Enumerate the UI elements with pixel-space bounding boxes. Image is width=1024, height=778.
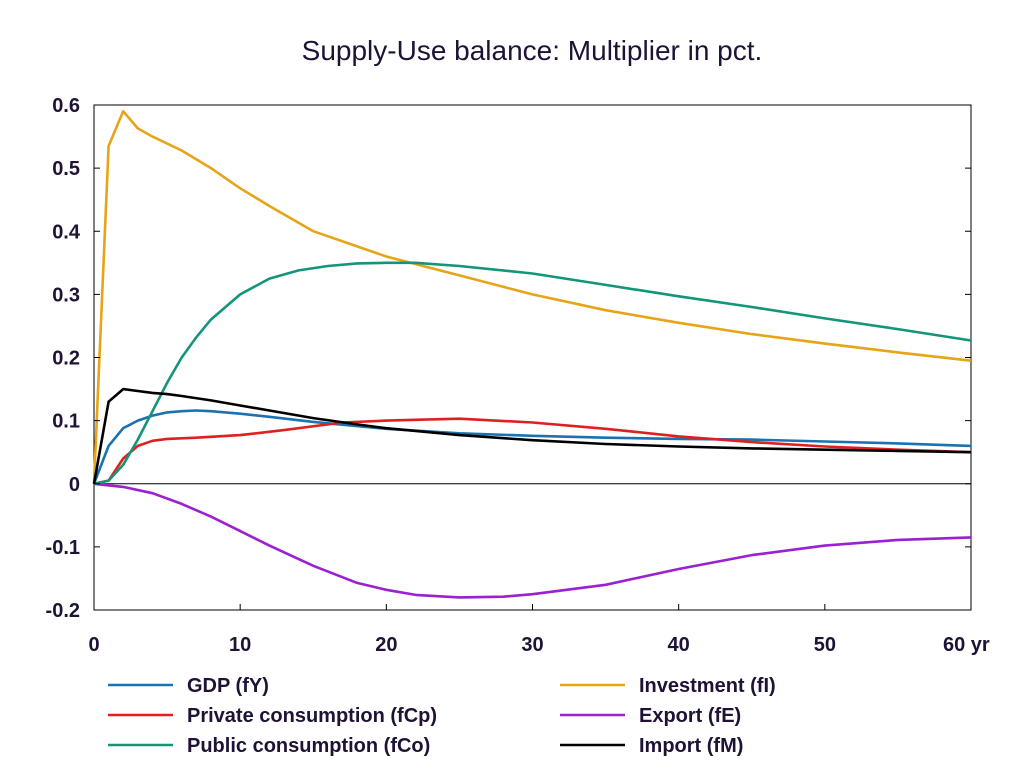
series-lines [92, 110, 972, 599]
legend-label: Private consumption (fCp) [187, 705, 437, 727]
x-tick-label: 40 [668, 634, 690, 656]
series-line-public [93, 261, 972, 486]
legend-label: GDP (fY) [187, 675, 269, 697]
series-line-investment [92, 110, 972, 484]
y-tick-label: 0.3 [52, 284, 80, 306]
y-tick-label: 0.4 [52, 221, 81, 243]
x-tick-label: 50 [814, 634, 836, 656]
plot-border [93, 104, 972, 611]
y-tick-label: 0.6 [52, 95, 80, 117]
x-tick-label: 20 [375, 634, 397, 656]
y-tick-label: 0.2 [52, 348, 80, 370]
y-tick-label: 0 [69, 474, 80, 496]
x-tick-label: 60 yr [943, 634, 990, 656]
series-line-private [93, 417, 972, 486]
y-tick-label: 0.5 [52, 158, 80, 180]
legend-label: Export (fE) [639, 705, 741, 727]
y-tick-label: -0.2 [46, 600, 80, 622]
x-tick-label: 30 [521, 634, 543, 656]
legend: GDP (fY) Investment (fI) Private consumpti… [108, 675, 776, 757]
legend-label: Public consumption (fCo) [187, 735, 430, 757]
series-line-export [93, 482, 972, 599]
legend-label: Import (fM) [639, 735, 743, 757]
x-tick-label: 10 [229, 634, 251, 656]
y-tick-label: -0.1 [46, 537, 80, 559]
chart-title: Supply-Use balance: Multiplier in pct. [302, 35, 763, 66]
y-axis-ticks: 0.6 0.5 0.4 0.3 0.2 0.1 0 -0.1 -0.2 [46, 95, 971, 622]
plot-area [93, 104, 972, 611]
series-line-import [92, 387, 972, 485]
legend-label: Investment (fI) [639, 675, 776, 697]
x-axis-ticks: 0 10 20 30 40 50 60 yr [88, 604, 990, 656]
y-tick-label: 0.1 [52, 411, 80, 433]
x-tick-label: 0 [88, 634, 99, 656]
